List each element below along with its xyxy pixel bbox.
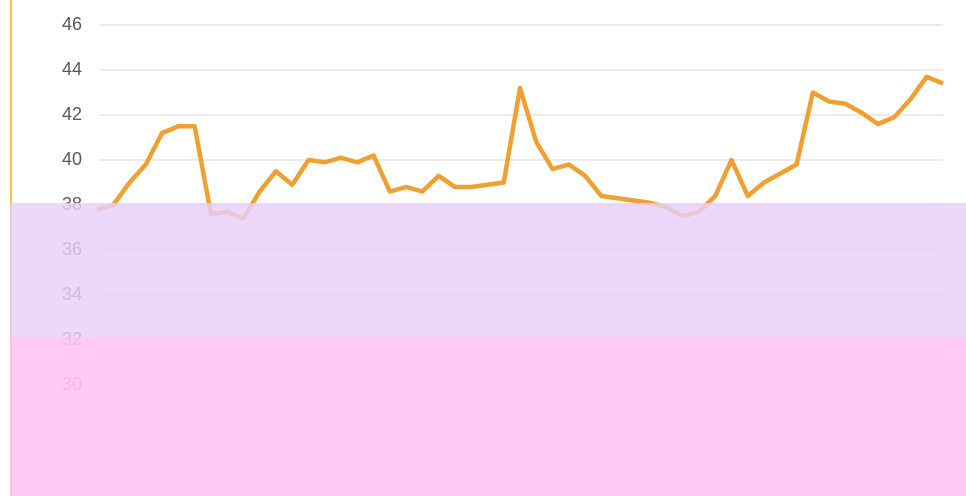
y-tick-label: 44 (62, 59, 82, 79)
data-line (97, 77, 943, 219)
glitch-overlay (10, 203, 966, 337)
page: 303234363840424446 (() => { const data =… (0, 0, 966, 496)
y-tick-label: 42 (62, 104, 82, 124)
chart: 303234363840424446 (0, 0, 966, 496)
y-tick-label: 40 (62, 149, 82, 169)
y-tick-label: 46 (62, 14, 82, 34)
glitch-overlay (10, 337, 966, 496)
